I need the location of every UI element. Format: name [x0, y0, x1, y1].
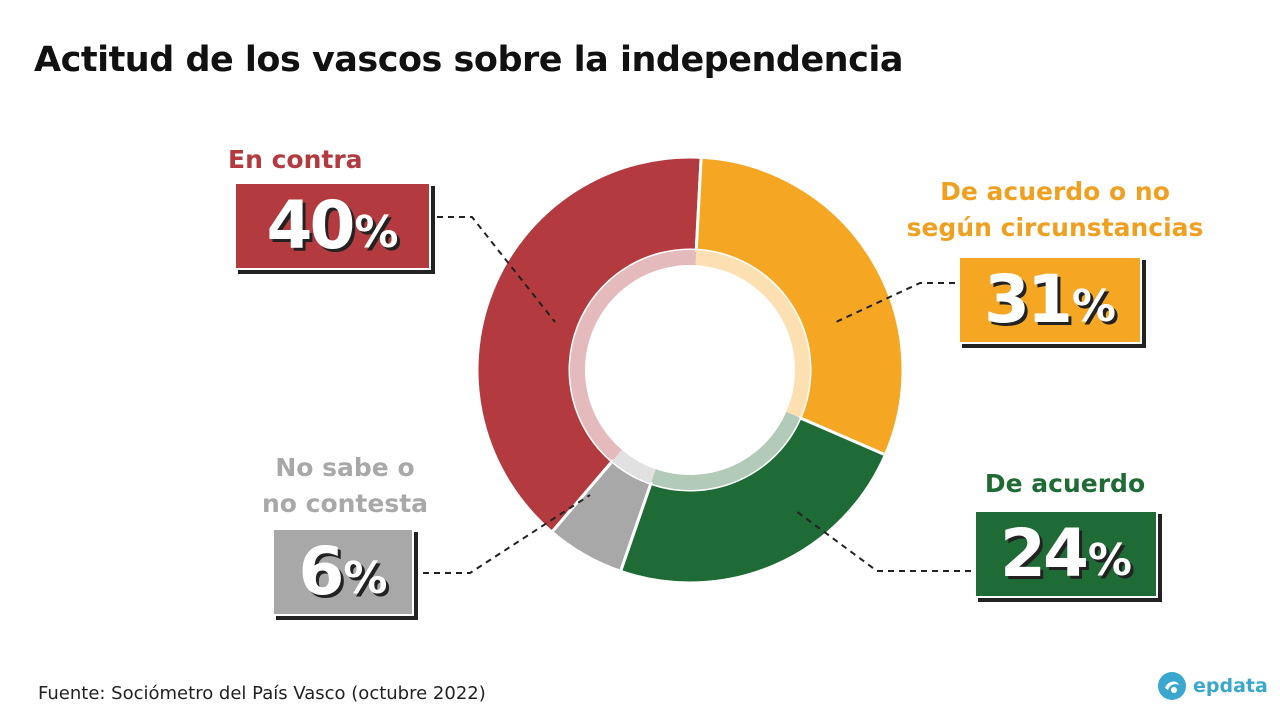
- label-en-contra: En contra: [228, 145, 363, 174]
- logo-text: epdata: [1193, 675, 1268, 697]
- pct-symbol: %: [354, 207, 399, 258]
- label-de-acuerdo-o-no: De acuerdo o no según circunstancias: [906, 177, 1204, 242]
- pct-box-de-acuerdo: 24%: [974, 510, 1158, 598]
- epdata-logo: epdata: [1157, 671, 1268, 701]
- donut-inner-ring-de-acuerdo: [650, 411, 801, 490]
- source-note: Fuente: Sociómetro del País Vasco (octub…: [38, 683, 486, 704]
- leader-line-de-acuerdo: [795, 510, 971, 572]
- leader-line-no-sabe: [412, 494, 591, 574]
- donut-inner-ring-no-sabe: [612, 449, 656, 484]
- donut-slice-de-acuerdo: [618, 415, 888, 585]
- donut-slice-de-acuerdo-o-no: [694, 155, 905, 457]
- pct-value-no-sabe: 6: [298, 533, 344, 610]
- donut-inner-ring-en-contra: [569, 250, 697, 462]
- label-de-acuerdo: De acuerdo: [984, 469, 1146, 498]
- donut-slice-en-contra: [475, 155, 703, 535]
- pct-box-de-acuerdo-o-no: 31%: [958, 256, 1142, 344]
- donut-slice-no-sabe: [549, 459, 653, 574]
- label-no-sabe: No sabe o no contesta: [261, 453, 429, 518]
- pct-value-de-acuerdo-o-no: 31: [984, 261, 1073, 338]
- pct-value-de-acuerdo: 24: [1000, 515, 1089, 592]
- leader-line-en-contra: [437, 216, 556, 323]
- pct-box-no-sabe: 6%: [272, 528, 414, 616]
- donut-inner-ring-de-acuerdo-o-no: [695, 250, 810, 418]
- pct-value-en-contra: 40: [266, 187, 356, 264]
- epdata-logo-icon: [1158, 672, 1186, 700]
- pct-box-en-contra: 40%: [234, 182, 431, 270]
- leader-line-de-acuerdo-o-no: [835, 282, 955, 323]
- pct-symbol: %: [1071, 281, 1116, 332]
- pct-symbol: %: [343, 553, 388, 604]
- pct-symbol: %: [1087, 535, 1132, 586]
- chart-title: Actitud de los vascos sobre la independe…: [34, 40, 903, 80]
